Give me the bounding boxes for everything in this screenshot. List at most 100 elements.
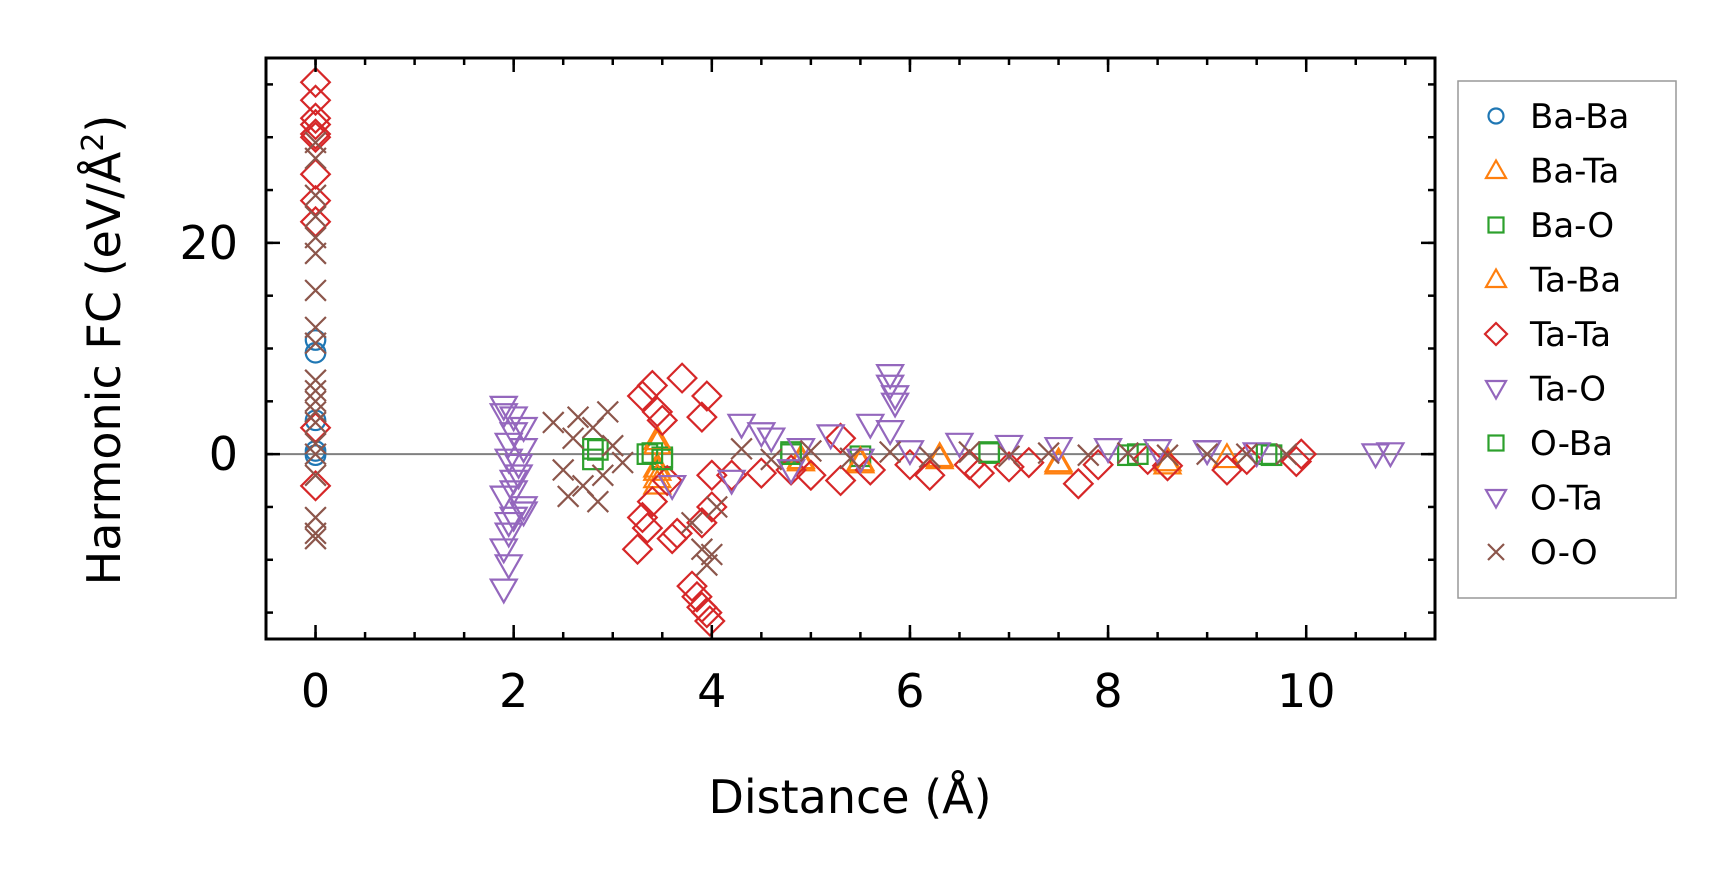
plot-frame <box>264 56 1437 641</box>
legend-item: Ta-O <box>1484 370 1606 410</box>
point-o-o <box>680 511 704 534</box>
point-ta-ta <box>299 84 332 117</box>
point-o-o <box>304 279 327 302</box>
point-ta-ta <box>646 404 679 437</box>
legend-item: O-Ta <box>1484 479 1603 519</box>
point-ta-ta <box>894 448 926 481</box>
point-o-o <box>304 226 327 249</box>
point-o-o <box>1037 441 1060 465</box>
point-ta-ta <box>690 380 723 412</box>
point-o-o <box>304 400 327 424</box>
point-ta-o <box>1360 443 1391 470</box>
point-ta-ta <box>626 380 659 412</box>
legend-label: Ta-Ta <box>1529 315 1611 355</box>
legend-marker <box>1484 267 1508 289</box>
legend-item: Ta-Ta <box>1483 315 1611 355</box>
legend-item: Ba-O <box>1487 206 1614 246</box>
point-o-o <box>304 332 327 355</box>
point-o-o <box>304 369 327 392</box>
point-ta-ta <box>913 459 946 492</box>
point-ta-ta <box>1012 446 1045 479</box>
point-ta-o <box>657 474 688 502</box>
point-o-ta <box>786 438 816 465</box>
point-ta-ta <box>636 369 669 402</box>
data-points <box>299 66 1406 637</box>
point-ta-ta <box>1131 443 1164 476</box>
point-o-o <box>799 439 823 463</box>
legend-marker <box>1487 216 1505 234</box>
point-o-o <box>878 440 902 464</box>
point-ta-ta <box>636 485 669 518</box>
y-axis-title-base: Harmonic FC (eV/Å <box>77 151 131 585</box>
point-o-ta <box>875 420 906 447</box>
legend-box <box>1457 80 1677 599</box>
point-o-o <box>596 400 619 424</box>
point-ba-ba <box>304 329 327 351</box>
point-ta-ta <box>693 605 726 637</box>
legend-item: O-Ba <box>1487 424 1613 464</box>
point-o-o <box>730 437 753 461</box>
point-ta-ta <box>686 401 718 434</box>
point-o-ta <box>726 413 757 440</box>
series-ta-o <box>488 364 1406 605</box>
point-o-o <box>586 490 610 513</box>
point-o-o <box>1235 442 1258 466</box>
point-ta-o <box>716 469 747 496</box>
point-o-o <box>304 411 327 434</box>
point-ta-o <box>880 385 910 412</box>
point-o-ba <box>978 441 1001 463</box>
x-tick-label: 8 <box>1093 664 1122 718</box>
point-o-o <box>304 432 327 455</box>
legend-item: O-O <box>1487 533 1598 573</box>
point-o-o <box>1156 444 1179 467</box>
y-tick-label: 0 <box>209 427 238 481</box>
legend-item: Ta-Ba <box>1484 261 1621 301</box>
point-o-o <box>760 448 783 471</box>
point-o-o <box>1077 444 1100 467</box>
point-o-ta <box>498 480 529 507</box>
point-ta-ta <box>824 422 857 455</box>
legend-label: O-Ba <box>1530 424 1613 464</box>
point-ta-ta <box>681 580 713 613</box>
point-ta-ta <box>676 570 708 603</box>
point-o-ta <box>1093 438 1123 465</box>
point-ta-ta <box>626 501 659 534</box>
point-ta-ta <box>299 118 332 150</box>
point-o-o <box>304 184 327 207</box>
point-o-o <box>304 506 327 529</box>
series-ta-ta <box>299 66 1318 637</box>
point-ta-ta <box>963 457 996 490</box>
x-axis-title: Distance (Å) <box>708 770 991 824</box>
x-tick-label: 4 <box>697 664 726 718</box>
point-ta-ta <box>631 512 664 544</box>
point-o-o <box>304 131 327 154</box>
x-tick-label: 10 <box>1277 664 1336 718</box>
point-o-o <box>304 390 327 413</box>
point-ta-ta <box>299 205 332 238</box>
point-o-o <box>304 527 327 550</box>
point-ta-ta <box>854 454 887 486</box>
point-ba-o <box>978 442 1001 464</box>
point-o-ta <box>493 448 524 475</box>
point-ta-ta <box>690 596 723 629</box>
legend-marker <box>1484 379 1508 401</box>
point-o-o <box>304 316 327 339</box>
x-tick-label: 2 <box>499 664 528 718</box>
legend-label: Ta-Ba <box>1529 261 1621 301</box>
point-ta-ta <box>1062 467 1095 500</box>
point-o-ta <box>746 422 777 449</box>
point-o-o <box>552 458 575 482</box>
point-ta-ta <box>299 158 332 191</box>
point-ba-ta <box>1212 442 1242 469</box>
axis-ticks: 0 2 4 6 8 10 0 20 <box>179 58 1435 718</box>
legend-item: Ba-Ba <box>1487 97 1629 137</box>
point-o-o <box>695 553 719 577</box>
y-axis-title-sup: 2 <box>76 133 111 152</box>
point-ta-o <box>880 392 910 419</box>
point-ta-ba <box>786 443 816 470</box>
legend-item: Ba-Ta <box>1484 152 1619 192</box>
point-ta-o <box>493 554 524 581</box>
point-ta-ta <box>299 469 332 502</box>
point-o-o <box>566 405 590 429</box>
